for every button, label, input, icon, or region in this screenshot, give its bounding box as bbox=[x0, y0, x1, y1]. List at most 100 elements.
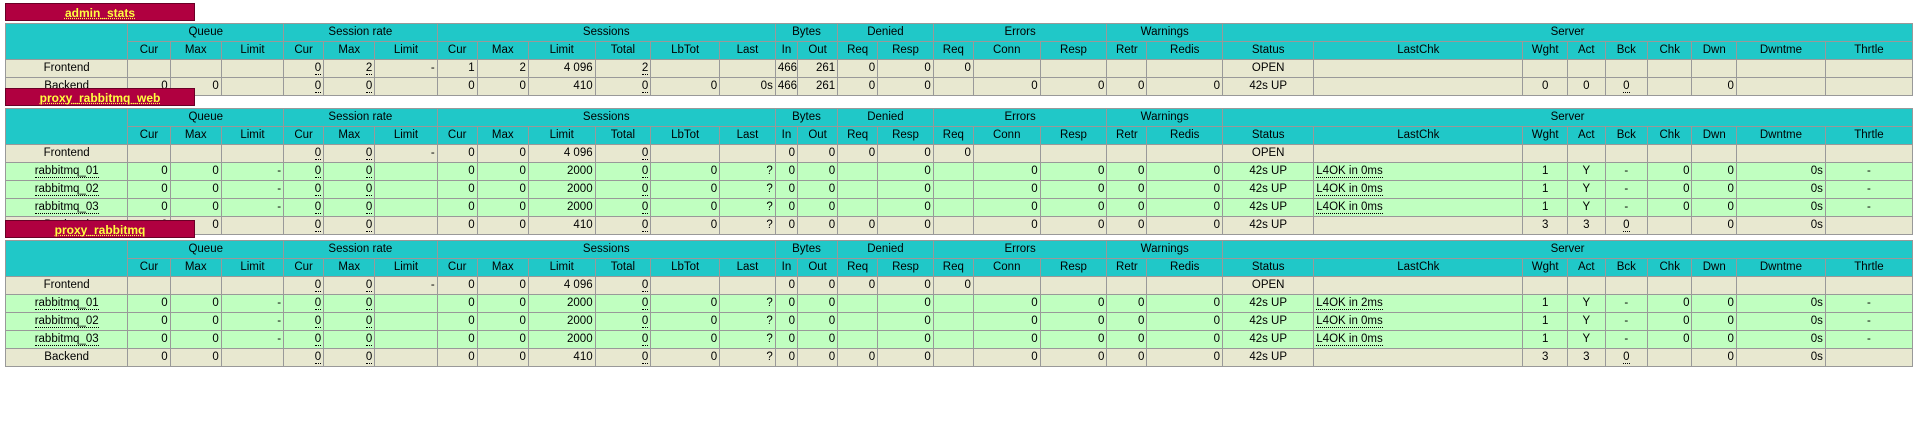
value-link[interactable]: 0 bbox=[365, 219, 373, 232]
value-link[interactable]: 0 bbox=[365, 80, 373, 93]
value-link[interactable]: 0 bbox=[314, 351, 322, 364]
cell-cur: 0 bbox=[436, 77, 478, 96]
value-link[interactable]: 0 bbox=[365, 297, 373, 310]
cell-lastchk bbox=[1313, 216, 1524, 235]
value-link[interactable]: 0 bbox=[314, 279, 322, 292]
value-link[interactable]: 0 bbox=[641, 165, 649, 178]
cell-status: 42s UP bbox=[1222, 294, 1315, 313]
proxy-name[interactable]: admin_stats bbox=[5, 3, 195, 21]
cell-dwntme: 0s bbox=[1735, 312, 1826, 331]
cell-lbtot bbox=[650, 59, 721, 78]
value-link[interactable]: 0 bbox=[365, 201, 373, 214]
value-link[interactable]: 0 bbox=[365, 147, 373, 160]
value-link[interactable]: 0 bbox=[314, 183, 322, 196]
cell-limit: - bbox=[374, 59, 438, 78]
value-link[interactable]: 0 bbox=[314, 147, 322, 160]
value-link[interactable]: 0 bbox=[1623, 80, 1630, 93]
cell-lastchk bbox=[1313, 348, 1524, 367]
value-link[interactable]: 0 bbox=[365, 351, 373, 364]
value-link[interactable]: 0 bbox=[641, 351, 649, 364]
header-in: In bbox=[774, 126, 799, 145]
value-link[interactable]: 2 bbox=[641, 62, 649, 75]
cell-cur: 0 bbox=[283, 144, 325, 163]
value-link[interactable]: L4OK in 2ms bbox=[1316, 297, 1383, 310]
value-link[interactable]: L4OK in 0ms bbox=[1316, 165, 1383, 178]
cell-resp: 0 bbox=[877, 198, 934, 217]
cell-cur: 0 bbox=[436, 162, 478, 181]
server-name-link[interactable]: rabbitmq_02 bbox=[34, 183, 99, 196]
value-link[interactable]: 0 bbox=[641, 315, 649, 328]
header-group-bytes: Bytes bbox=[774, 108, 839, 127]
server-name-link[interactable]: rabbitmq_01 bbox=[34, 297, 99, 310]
cell-last: ? bbox=[719, 162, 776, 181]
cell-cur: 0 bbox=[283, 180, 325, 199]
cell-retr: 0 bbox=[1106, 294, 1148, 313]
stats-table: Queue Session rate Sessions Bytes Denied Erro… bbox=[4, 108, 1914, 235]
stats-table: Queue Session rate Sessions Bytes Denied Erro… bbox=[4, 240, 1914, 367]
cell-bck: - bbox=[1604, 180, 1648, 199]
value-link[interactable]: 0 bbox=[314, 333, 322, 346]
server-name-link[interactable]: rabbitmq_03 bbox=[34, 201, 99, 214]
value-link[interactable]: L4OK in 0ms bbox=[1316, 333, 1383, 346]
cell-limit: 2000 bbox=[527, 198, 596, 217]
cell-max: 0 bbox=[169, 348, 222, 367]
cell-limit bbox=[220, 276, 285, 295]
header-last: Last bbox=[719, 41, 776, 60]
header-total: Total bbox=[594, 41, 652, 60]
value-link[interactable]: 0 bbox=[314, 315, 322, 328]
value-link[interactable]: 0 bbox=[365, 333, 373, 346]
header-group-warnings: Warnings bbox=[1106, 240, 1224, 259]
value-link[interactable]: 0 bbox=[314, 62, 322, 75]
row-label: rabbitmq_03 bbox=[4, 198, 129, 217]
value-link[interactable]: 0 bbox=[641, 201, 649, 214]
value-link[interactable]: 0 bbox=[314, 165, 322, 178]
cell-req bbox=[837, 330, 879, 349]
value-link[interactable]: L4OK in 0ms bbox=[1316, 315, 1383, 328]
cell-in: 0 bbox=[774, 348, 799, 367]
value-link[interactable]: 0 bbox=[314, 80, 322, 93]
value-link[interactable]: 0 bbox=[365, 315, 373, 328]
value-link[interactable]: 0 bbox=[641, 147, 649, 160]
value-link[interactable]: L4OK in 0ms bbox=[1316, 201, 1383, 214]
value-link[interactable]: 0 bbox=[365, 279, 373, 292]
value-link[interactable]: 0 bbox=[641, 279, 649, 292]
header-sub-row: Cur Max Limit Cur Max Limit Cur Max Limit Total Lb… bbox=[6, 126, 1914, 145]
header-dwntme: Dwntme bbox=[1735, 41, 1826, 60]
value-link[interactable]: 0 bbox=[314, 219, 322, 232]
header-lastchk: LastChk bbox=[1313, 41, 1524, 60]
header-max: Max bbox=[323, 126, 376, 145]
proxy-name[interactable]: proxy_rabbitmq_web bbox=[5, 88, 195, 106]
cell-max: 0 bbox=[476, 180, 529, 199]
cell-cur: 0 bbox=[127, 330, 171, 349]
value-link[interactable]: 0 bbox=[641, 80, 649, 93]
value-link[interactable]: 0 bbox=[641, 183, 649, 196]
value-link[interactable]: 2 bbox=[365, 62, 373, 75]
header-group-denied: Denied bbox=[837, 23, 934, 42]
value-link[interactable]: 0 bbox=[641, 297, 649, 310]
value-link[interactable]: L4OK in 0ms bbox=[1316, 183, 1383, 196]
cell-total: 0 bbox=[594, 77, 652, 96]
cell-in: 0 bbox=[774, 312, 799, 331]
cell-thrtle: - bbox=[1824, 162, 1914, 181]
header-limit: Limit bbox=[220, 126, 285, 145]
cell-in: 466 bbox=[774, 59, 799, 78]
value-link[interactable]: 0 bbox=[1623, 351, 1630, 364]
value-link[interactable]: 0 bbox=[365, 165, 373, 178]
row-label: rabbitmq_02 bbox=[4, 312, 129, 331]
cell-thrtle: - bbox=[1824, 294, 1914, 313]
server-name-link[interactable]: rabbitmq_03 bbox=[34, 333, 99, 346]
server-name-link[interactable]: rabbitmq_02 bbox=[34, 315, 99, 328]
proxy-name[interactable]: proxy_rabbitmq bbox=[5, 220, 195, 238]
value-link[interactable]: 0 bbox=[314, 201, 322, 214]
cell-cur: 0 bbox=[127, 312, 171, 331]
server-name-link[interactable]: rabbitmq_01 bbox=[34, 165, 99, 178]
value-link[interactable]: 0 bbox=[641, 333, 649, 346]
header-cur: Cur bbox=[127, 258, 171, 277]
value-link[interactable]: 0 bbox=[314, 297, 322, 310]
header-resp: Resp bbox=[1039, 41, 1108, 60]
value-link[interactable]: 0 bbox=[365, 183, 373, 196]
value-link[interactable]: 0 bbox=[641, 219, 649, 232]
header-bck: Bck bbox=[1604, 126, 1648, 145]
cell-req bbox=[837, 198, 879, 217]
value-link[interactable]: 0 bbox=[1623, 219, 1630, 232]
